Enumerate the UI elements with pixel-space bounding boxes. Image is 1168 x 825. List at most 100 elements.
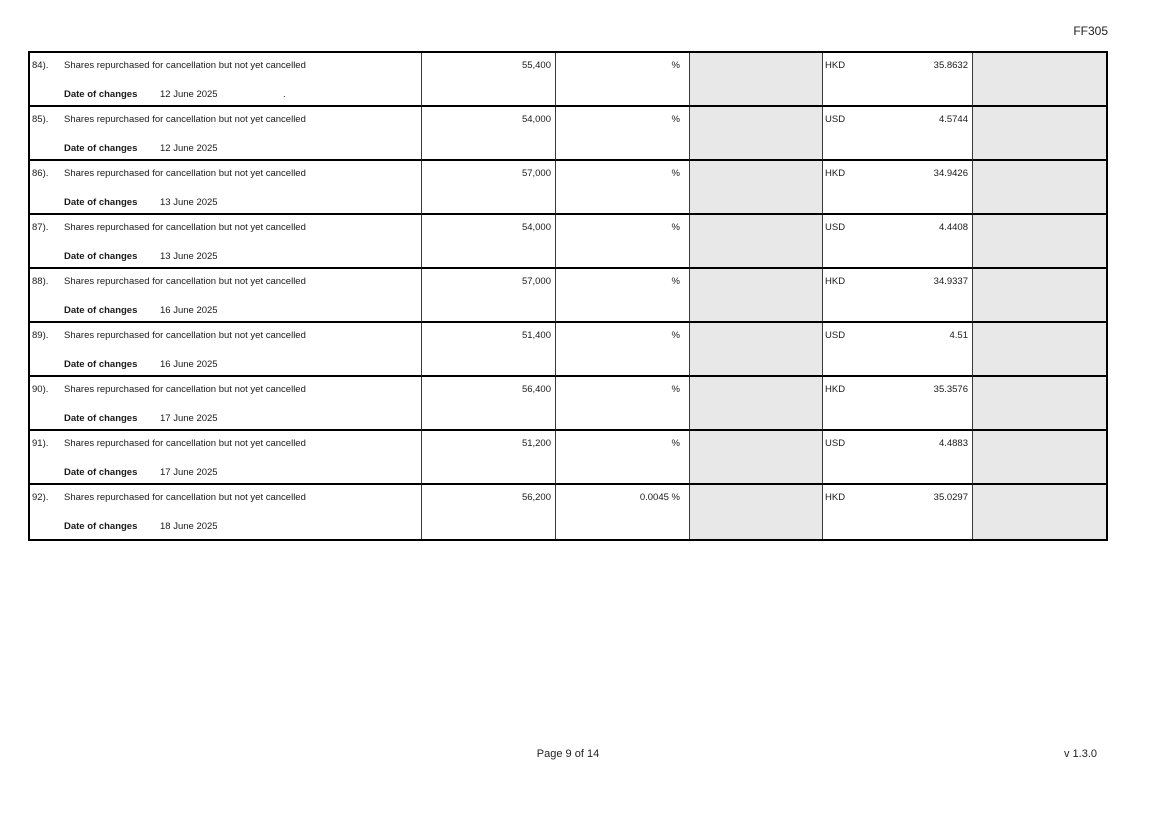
currency-code: HKD — [825, 60, 846, 71]
shaded-cell — [973, 53, 1106, 107]
description-cell: 90). Shares repurchased for cancellation… — [30, 377, 422, 431]
table-row: 84). Shares repurchased for cancellation… — [30, 53, 1106, 107]
date-of-changes-value: 16 June 2025 — [160, 305, 218, 316]
currency-code: HKD — [825, 168, 846, 179]
description-cell: 86). Shares repurchased for cancellation… — [30, 161, 422, 215]
shaded-cell — [973, 107, 1106, 161]
row-description: Shares repurchased for cancellation but … — [64, 492, 306, 503]
percent-cell: % — [556, 161, 690, 215]
table-row: 86). Shares repurchased for cancellation… — [30, 161, 1106, 215]
date-of-changes-label: Date of changes — [64, 413, 138, 424]
date-of-changes-value: 17 June 2025 — [160, 413, 218, 424]
table-row: 87). Shares repurchased for cancellation… — [30, 215, 1106, 269]
date-of-changes-value: 16 June 2025 — [160, 359, 218, 370]
table-row: 85). Shares repurchased for cancellation… — [30, 107, 1106, 161]
row-number: 89). — [32, 330, 49, 341]
currency-price-cell: HKD 35.3576 — [823, 377, 973, 431]
date-of-changes-value: 18 June 2025 — [160, 521, 218, 532]
page-number-indicator: Page 9 of 14 — [536, 748, 600, 760]
shaded-cell — [973, 431, 1106, 485]
price-value: 34.9337 — [933, 276, 968, 287]
shaded-cell — [690, 269, 823, 323]
row-number: 87). — [32, 222, 49, 233]
currency-price-cell: USD 4.51 — [823, 323, 973, 377]
date-of-changes-label: Date of changes — [64, 359, 138, 370]
description-cell: 89). Shares repurchased for cancellation… — [30, 323, 422, 377]
date-of-changes-label: Date of changes — [64, 521, 138, 532]
price-value: 4.51 — [949, 330, 969, 341]
description-cell: 91). Shares repurchased for cancellation… — [30, 431, 422, 485]
form-code-label: FF305 — [1073, 24, 1108, 38]
currency-code: USD — [825, 330, 846, 341]
shares-count-cell: 57,000 — [422, 161, 556, 215]
shares-count-cell: 51,400 — [422, 323, 556, 377]
row-number: 92). — [32, 492, 49, 503]
date-of-changes-value: 12 June 2025 — [160, 143, 218, 154]
stray-mark: . — [283, 89, 286, 100]
price-value: 4.4408 — [938, 222, 968, 233]
percent-cell: % — [556, 107, 690, 161]
shaded-cell — [690, 377, 823, 431]
shaded-cell — [973, 323, 1106, 377]
currency-price-cell: USD 4.5744 — [823, 107, 973, 161]
shaded-cell — [973, 215, 1106, 269]
description-cell: 85). Shares repurchased for cancellation… — [30, 107, 422, 161]
price-value: 35.8632 — [933, 60, 968, 71]
row-number: 84). — [32, 60, 49, 71]
shares-count-cell: 54,000 — [422, 107, 556, 161]
form-version-label: v 1.3.0 — [1063, 748, 1097, 760]
row-number: 86). — [32, 168, 49, 179]
percent-cell: 0.0045 % — [556, 485, 690, 539]
shaded-cell — [690, 215, 823, 269]
row-number: 85). — [32, 114, 49, 125]
row-description: Shares repurchased for cancellation but … — [64, 330, 306, 341]
date-of-changes-value: 13 June 2025 — [160, 197, 218, 208]
table-row: 89). Shares repurchased for cancellation… — [30, 323, 1106, 377]
percent-cell: % — [556, 269, 690, 323]
shaded-cell — [690, 431, 823, 485]
date-of-changes-value: 12 June 2025 — [160, 89, 218, 100]
shaded-cell — [690, 485, 823, 539]
shares-count-cell: 54,000 — [422, 215, 556, 269]
description-cell: 84). Shares repurchased for cancellation… — [30, 53, 422, 107]
row-description: Shares repurchased for cancellation but … — [64, 60, 306, 71]
row-description: Shares repurchased for cancellation but … — [64, 384, 306, 395]
table-row: 88). Shares repurchased for cancellation… — [30, 269, 1106, 323]
shares-count-cell: 55,400 — [422, 53, 556, 107]
shaded-cell — [973, 485, 1106, 539]
description-cell: 87). Shares repurchased for cancellation… — [30, 215, 422, 269]
date-of-changes-value: 13 June 2025 — [160, 251, 218, 262]
shaded-cell — [690, 323, 823, 377]
shaded-cell — [973, 377, 1106, 431]
shares-count-cell: 56,400 — [422, 377, 556, 431]
currency-code: USD — [825, 438, 846, 449]
date-of-changes-label: Date of changes — [64, 143, 138, 154]
currency-code: HKD — [825, 492, 846, 503]
currency-code: USD — [825, 222, 846, 233]
row-description: Shares repurchased for cancellation but … — [64, 276, 306, 287]
percent-cell: % — [556, 431, 690, 485]
price-value: 34.9426 — [933, 168, 968, 179]
price-value: 35.3576 — [933, 384, 968, 395]
price-value: 35.0297 — [933, 492, 968, 503]
shaded-cell — [690, 107, 823, 161]
description-cell: 92). Shares repurchased for cancellation… — [30, 485, 422, 539]
price-value: 4.4883 — [938, 438, 968, 449]
row-number: 91). — [32, 438, 49, 449]
shaded-cell — [973, 269, 1106, 323]
date-of-changes-label: Date of changes — [64, 251, 138, 262]
description-cell: 88). Shares repurchased for cancellation… — [30, 269, 422, 323]
currency-price-cell: USD 4.4883 — [823, 431, 973, 485]
shares-count-cell: 51,200 — [422, 431, 556, 485]
percent-cell: % — [556, 215, 690, 269]
row-description: Shares repurchased for cancellation but … — [64, 438, 306, 449]
currency-code: HKD — [825, 384, 846, 395]
row-number: 88). — [32, 276, 49, 287]
currency-code: HKD — [825, 276, 846, 287]
percent-cell: % — [556, 323, 690, 377]
form-table: 84). Shares repurchased for cancellation… — [28, 51, 1108, 541]
row-description: Shares repurchased for cancellation but … — [64, 222, 306, 233]
date-of-changes-label: Date of changes — [64, 467, 138, 478]
date-of-changes-label: Date of changes — [64, 305, 138, 316]
